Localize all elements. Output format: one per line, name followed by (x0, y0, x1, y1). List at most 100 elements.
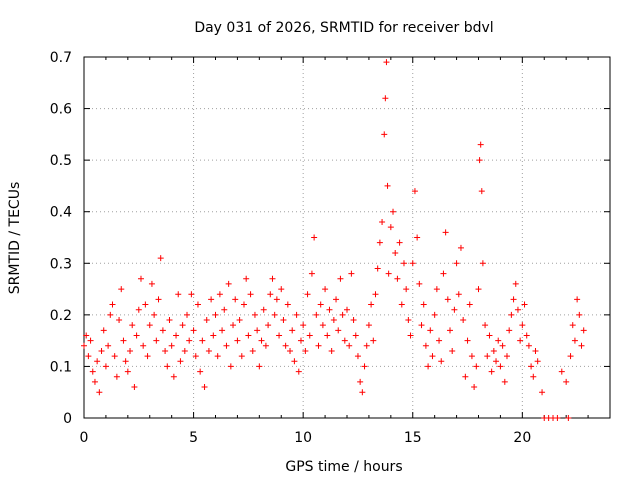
data-point (468, 353, 475, 360)
data-point (192, 353, 199, 360)
data-point (151, 311, 158, 318)
data-point (517, 337, 524, 344)
data-point (425, 363, 432, 370)
data-point (265, 322, 272, 329)
data-point (146, 322, 153, 329)
data-point (335, 327, 342, 334)
data-point (519, 322, 526, 329)
x-tick-label: 5 (189, 430, 198, 446)
data-point (168, 342, 175, 349)
data-point (427, 327, 434, 334)
data-point (116, 317, 123, 324)
data-point (197, 368, 204, 375)
data-point (315, 342, 322, 349)
data-point (333, 296, 340, 303)
data-point (558, 368, 565, 375)
data-point (506, 327, 513, 334)
data-point (109, 301, 116, 308)
data-point (289, 327, 296, 334)
data-point (521, 301, 528, 308)
data-point (208, 296, 215, 303)
data-point (293, 311, 300, 318)
data-point (501, 378, 508, 385)
y-tick-label: 0.4 (50, 205, 72, 221)
data-point (341, 337, 348, 344)
data-point (539, 389, 546, 396)
data-point (148, 280, 155, 287)
y-tick-label: 0 (63, 411, 72, 427)
data-point (433, 286, 440, 293)
data-point (403, 286, 410, 293)
data-point (304, 291, 311, 298)
data-point (486, 332, 493, 339)
data-point (232, 296, 239, 303)
data-point (295, 368, 302, 375)
data-point (499, 342, 506, 349)
data-point (418, 322, 425, 329)
data-point (129, 322, 136, 329)
data-point (534, 358, 541, 365)
data-point (381, 131, 388, 138)
data-point (190, 327, 197, 334)
data-point (407, 332, 414, 339)
data-point (102, 363, 109, 370)
data-point (238, 353, 245, 360)
data-point (212, 311, 219, 318)
data-point (357, 378, 364, 385)
data-point (442, 229, 449, 236)
data-point (510, 296, 517, 303)
data-point (455, 291, 462, 298)
data-point (488, 368, 495, 375)
data-point (184, 311, 191, 318)
data-point (473, 363, 480, 370)
data-point (287, 347, 294, 354)
data-point (155, 296, 162, 303)
data-point (230, 322, 237, 329)
data-point (523, 332, 530, 339)
y-tick-label: 0.2 (50, 308, 72, 324)
data-point (260, 306, 267, 313)
data-point (422, 342, 429, 349)
data-point (530, 373, 537, 380)
data-point (81, 342, 87, 349)
data-point (464, 337, 471, 344)
data-point (186, 337, 193, 344)
data-point (118, 286, 125, 293)
data-point (368, 301, 375, 308)
data-point (453, 260, 460, 267)
data-point (273, 296, 280, 303)
x-tick-label: 20 (513, 430, 531, 446)
data-point (179, 322, 186, 329)
data-point (194, 301, 201, 308)
data-point (124, 368, 131, 375)
data-point (173, 332, 180, 339)
data-point (100, 327, 107, 334)
data-point (372, 291, 379, 298)
data-point (175, 291, 182, 298)
x-tick-labels: 0 5 10 15 20 (80, 430, 532, 446)
data-point (532, 347, 539, 354)
data-point (431, 311, 438, 318)
data-point (319, 322, 326, 329)
data-point (249, 347, 256, 354)
data-point (219, 327, 226, 334)
data-point (350, 317, 357, 324)
data-point (383, 59, 390, 66)
data-point (444, 296, 451, 303)
data-point (352, 332, 359, 339)
data-point (392, 249, 399, 256)
data-point (449, 347, 456, 354)
data-point (311, 234, 318, 241)
data-point (370, 337, 377, 344)
data-point (201, 384, 208, 391)
data-point (322, 286, 329, 293)
data-point (216, 291, 223, 298)
data-point (282, 342, 289, 349)
y-axis-label: SRMTID / TECUs (7, 182, 23, 295)
data-point (271, 311, 278, 318)
data-point (284, 301, 291, 308)
x-tick-label: 15 (404, 430, 422, 446)
data-point (223, 342, 230, 349)
data-point (503, 353, 510, 360)
